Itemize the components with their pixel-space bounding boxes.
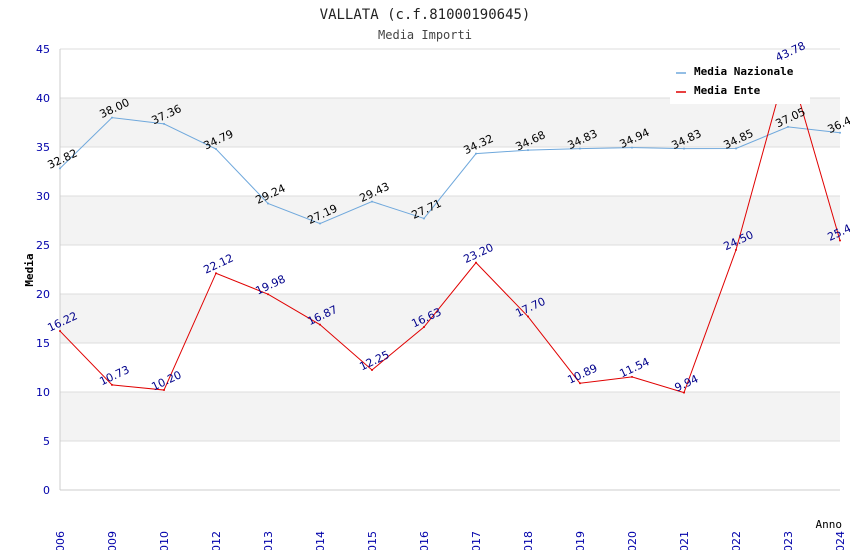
y-tick-label: 5: [43, 435, 50, 448]
x-axis-title: Anno: [816, 518, 843, 531]
data-point: [59, 167, 61, 170]
y-tick-label: 0: [43, 484, 50, 497]
data-point: [527, 315, 529, 318]
plot-bands: [60, 98, 840, 441]
plot-band: [60, 392, 840, 441]
x-tick-label: 2014: [314, 531, 327, 550]
data-label: 11.54: [617, 355, 651, 380]
data-point: [371, 200, 373, 203]
legend-label-ente: Media Ente: [694, 84, 761, 97]
x-tick-label: 2013: [262, 531, 275, 550]
data-point: [839, 131, 841, 134]
data-point: [475, 152, 477, 155]
data-point: [371, 368, 373, 371]
y-tick-label: 45: [36, 43, 50, 56]
data-point: [111, 383, 113, 386]
data-point: [163, 122, 165, 125]
x-tick-label: 2010: [158, 531, 171, 550]
y-tick-label: 30: [36, 190, 50, 203]
plot-band: [60, 98, 840, 147]
series-line-1: [59, 59, 841, 394]
data-point: [475, 261, 477, 264]
series-line-0: [59, 117, 841, 225]
data-point: [319, 222, 321, 225]
legend: Media Nazionale Media Ente: [670, 60, 810, 104]
y-tick-label: 15: [36, 337, 50, 350]
x-tick-label: 2024: [834, 531, 847, 550]
data-point: [59, 330, 61, 333]
x-tick-label: 2012: [210, 531, 223, 550]
y-axis-title: Media: [23, 253, 36, 286]
gridlines: [60, 48, 840, 491]
x-tick-label: 2022: [730, 531, 743, 550]
y-tick-label: 25: [36, 239, 50, 252]
y-tick-label: 20: [36, 288, 50, 301]
data-point: [579, 147, 581, 150]
x-tick-label: 2019: [574, 531, 587, 550]
x-tick-label: 2021: [678, 531, 691, 550]
data-point: [527, 149, 529, 152]
data-point: [111, 116, 113, 119]
data-label: 10.20: [149, 368, 183, 393]
x-tick-label: 2018: [522, 531, 535, 550]
y-tick-label: 10: [36, 386, 50, 399]
data-point: [267, 202, 269, 205]
plot-band: [60, 196, 840, 245]
x-tick-label: 2006: [54, 531, 67, 550]
axes: 0 5 10 15 20 25 30 35 40 45 2006 2009 2010 2012 2013 20…: [36, 43, 847, 550]
data-point: [631, 375, 633, 378]
data-label: 9.94: [673, 372, 701, 394]
data-label: 10.73: [97, 363, 131, 388]
x-tick-label: 2015: [366, 531, 379, 550]
data-point: [631, 146, 633, 149]
data-point: [319, 323, 321, 326]
data-label: 12.25: [357, 348, 391, 373]
legend-label-nazionale: Media Nazionale: [694, 65, 794, 78]
x-tick-label: 2009: [106, 531, 119, 550]
x-tick-label: 2016: [418, 531, 431, 550]
y-tick-label: 40: [36, 92, 50, 105]
data-point: [735, 248, 737, 251]
data-point: [839, 239, 841, 242]
data-point: [683, 391, 685, 394]
chart-title: VALLATA (c.f.81000190645): [320, 7, 531, 23]
plot-band: [60, 294, 840, 343]
data-point: [735, 147, 737, 150]
chart-subtitle: Media Importi: [378, 28, 472, 42]
x-tick-label: 2020: [626, 531, 639, 550]
x-tick-label: 2017: [470, 531, 483, 550]
data-point: [579, 382, 581, 385]
data-point: [423, 326, 425, 329]
data-label: 32.82: [45, 147, 79, 172]
data-point: [423, 217, 425, 220]
data-point: [215, 148, 217, 151]
data-point: [787, 125, 789, 128]
data-label: 22.12: [201, 252, 235, 277]
y-tick-label: 35: [36, 141, 50, 154]
data-point: [163, 389, 165, 392]
x-tick-label: 2023: [782, 531, 795, 550]
series-layer: [59, 59, 841, 394]
data-point: [683, 147, 685, 150]
data-point: [267, 293, 269, 296]
data-point: [215, 272, 217, 275]
